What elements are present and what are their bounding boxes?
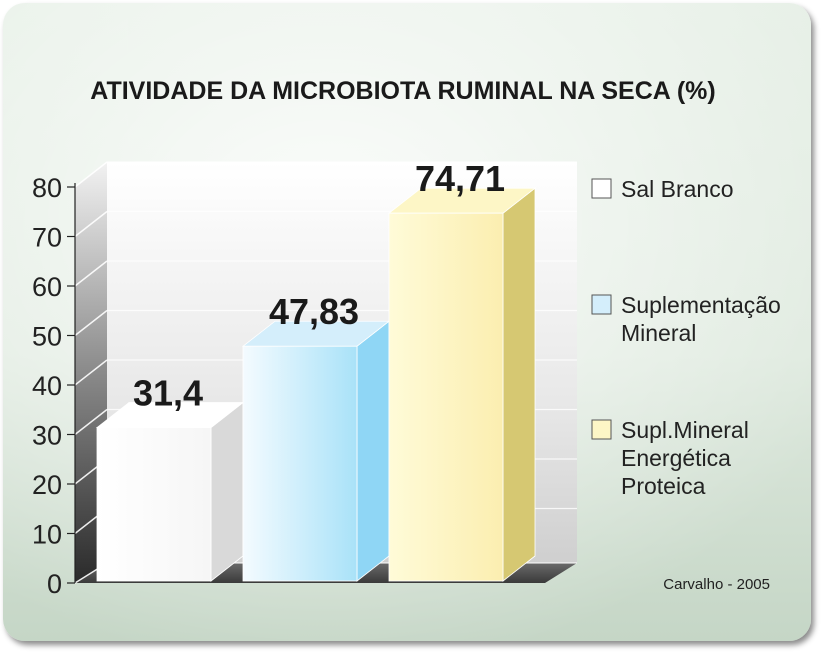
y-tick-label: 60 [32, 272, 62, 302]
gridline [74, 161, 577, 188]
y-tick-label: 80 [32, 173, 62, 203]
legend-label: Proteica [621, 473, 706, 499]
bar-side-face [356, 320, 390, 582]
source-note: Carvalho - 2005 [663, 576, 770, 593]
legend-swatch [591, 178, 612, 199]
bar-front-face [388, 212, 504, 582]
y-axis: 0 10 20 30 40 50 60 70 80 [32, 173, 76, 599]
bar-value-label: 47,83 [269, 291, 359, 332]
bar [241, 320, 391, 582]
bar-side-face [502, 187, 536, 582]
legend-swatch [591, 419, 612, 440]
legend-label: Energética [621, 445, 731, 471]
legend-item: Sal Branco [591, 176, 734, 202]
y-tick-label: 70 [32, 223, 62, 253]
bar-value-label: 74,71 [415, 158, 505, 199]
legend-swatch [591, 294, 612, 315]
y-tick-label: 50 [32, 322, 62, 352]
legend-label: Mineral [621, 320, 696, 346]
legend-label: Suplementação [621, 292, 781, 318]
bar [387, 187, 537, 582]
y-tick-label: 20 [32, 470, 62, 500]
bars [95, 187, 537, 582]
y-tick-label: 40 [32, 371, 62, 401]
bar [95, 401, 245, 582]
bar-side-face [210, 401, 244, 582]
y-tick-label: 10 [32, 520, 62, 550]
chart-title: ATIVIDADE DA MICROBIOTA RUMINAL NA SECA … [90, 77, 715, 105]
y-tick-label: 0 [47, 569, 62, 599]
bar-front-face [242, 345, 358, 582]
value-labels: 31,4 47,83 74,71 [133, 158, 505, 413]
legend-label: Sal Branco [621, 176, 734, 202]
y-tick-label: 30 [32, 421, 62, 451]
bar-value-label: 31,4 [133, 373, 203, 414]
bar-front-face [96, 427, 212, 582]
legend-label: Supl.Mineral [621, 417, 749, 443]
